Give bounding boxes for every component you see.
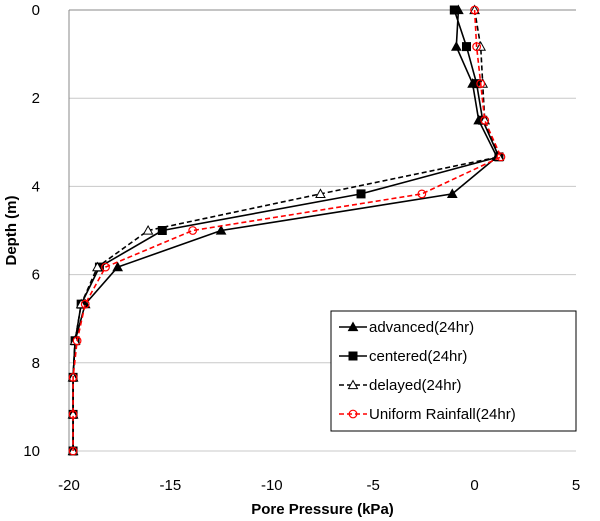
x-tick-label: -5 <box>367 477 380 494</box>
data-point <box>80 299 90 309</box>
data-point <box>68 372 78 382</box>
data-point <box>92 261 103 272</box>
legend-label: Uniform Rainfall(24hr) <box>369 406 516 423</box>
y-tick-label: 8 <box>32 355 40 372</box>
y-tick-label: 6 <box>32 267 40 284</box>
x-axis-title: Pore Pressure (kPa) <box>251 501 394 518</box>
y-tick-label: 0 <box>32 2 40 19</box>
data-point <box>417 189 427 199</box>
data-point <box>480 115 490 125</box>
data-point <box>101 262 110 272</box>
y-tick-label: 2 <box>32 90 40 107</box>
data-series <box>67 4 506 456</box>
x-tick-label: 5 <box>572 477 580 494</box>
data-point <box>68 409 78 419</box>
series-line <box>72 9 503 451</box>
legend-item: advanced(24hr) <box>339 319 474 336</box>
data-point <box>461 42 471 52</box>
data-point <box>450 41 462 51</box>
data-point <box>68 446 78 456</box>
data-point <box>112 261 124 272</box>
x-tick-label: -20 <box>58 477 80 494</box>
y-tick-labels: 0 2 4 6 8 10 <box>23 2 40 460</box>
legend-items: advanced(24hr) centered(24hr) delayed(24hr… <box>339 319 516 423</box>
legend-label: advanced(24hr) <box>369 319 474 336</box>
data-point <box>347 321 359 332</box>
y-tick-label: 4 <box>32 178 40 195</box>
x-tick-labels: -20 -15 -10 -5 0 5 <box>58 477 580 494</box>
data-point <box>348 409 358 419</box>
data-point <box>72 336 82 346</box>
legend-item: centered(24hr) <box>339 348 467 365</box>
x-tick-label: -15 <box>160 477 182 494</box>
data-point <box>157 226 167 235</box>
data-point <box>215 224 227 235</box>
data-point <box>449 5 459 15</box>
data-point <box>142 224 154 235</box>
legend-item: Uniform Rainfall(24hr) <box>339 406 516 423</box>
legend: advanced(24hr) centered(24hr) delayed(24hr… <box>330 310 577 432</box>
y-tick-label: 10 <box>23 443 40 460</box>
x-tick-label: -10 <box>261 477 283 494</box>
legend-box <box>330 310 577 432</box>
data-point <box>472 42 482 52</box>
data-point <box>356 189 366 199</box>
data-point <box>476 79 486 89</box>
legend-label: centered(24hr) <box>369 348 467 365</box>
data-point <box>348 351 358 361</box>
data-point <box>470 5 480 15</box>
legend-label: delayed(24hr) <box>369 377 462 394</box>
data-point <box>315 188 326 198</box>
series-uniform-rainfall-hr <box>68 5 506 456</box>
data-point <box>188 226 198 235</box>
data-point <box>446 188 458 198</box>
data-point <box>347 379 359 390</box>
data-point <box>496 152 506 162</box>
legend-item: delayed(24hr) <box>339 377 462 394</box>
y-axis-title: Depth (m) <box>3 196 20 266</box>
x-tick-label: 0 <box>470 477 478 494</box>
